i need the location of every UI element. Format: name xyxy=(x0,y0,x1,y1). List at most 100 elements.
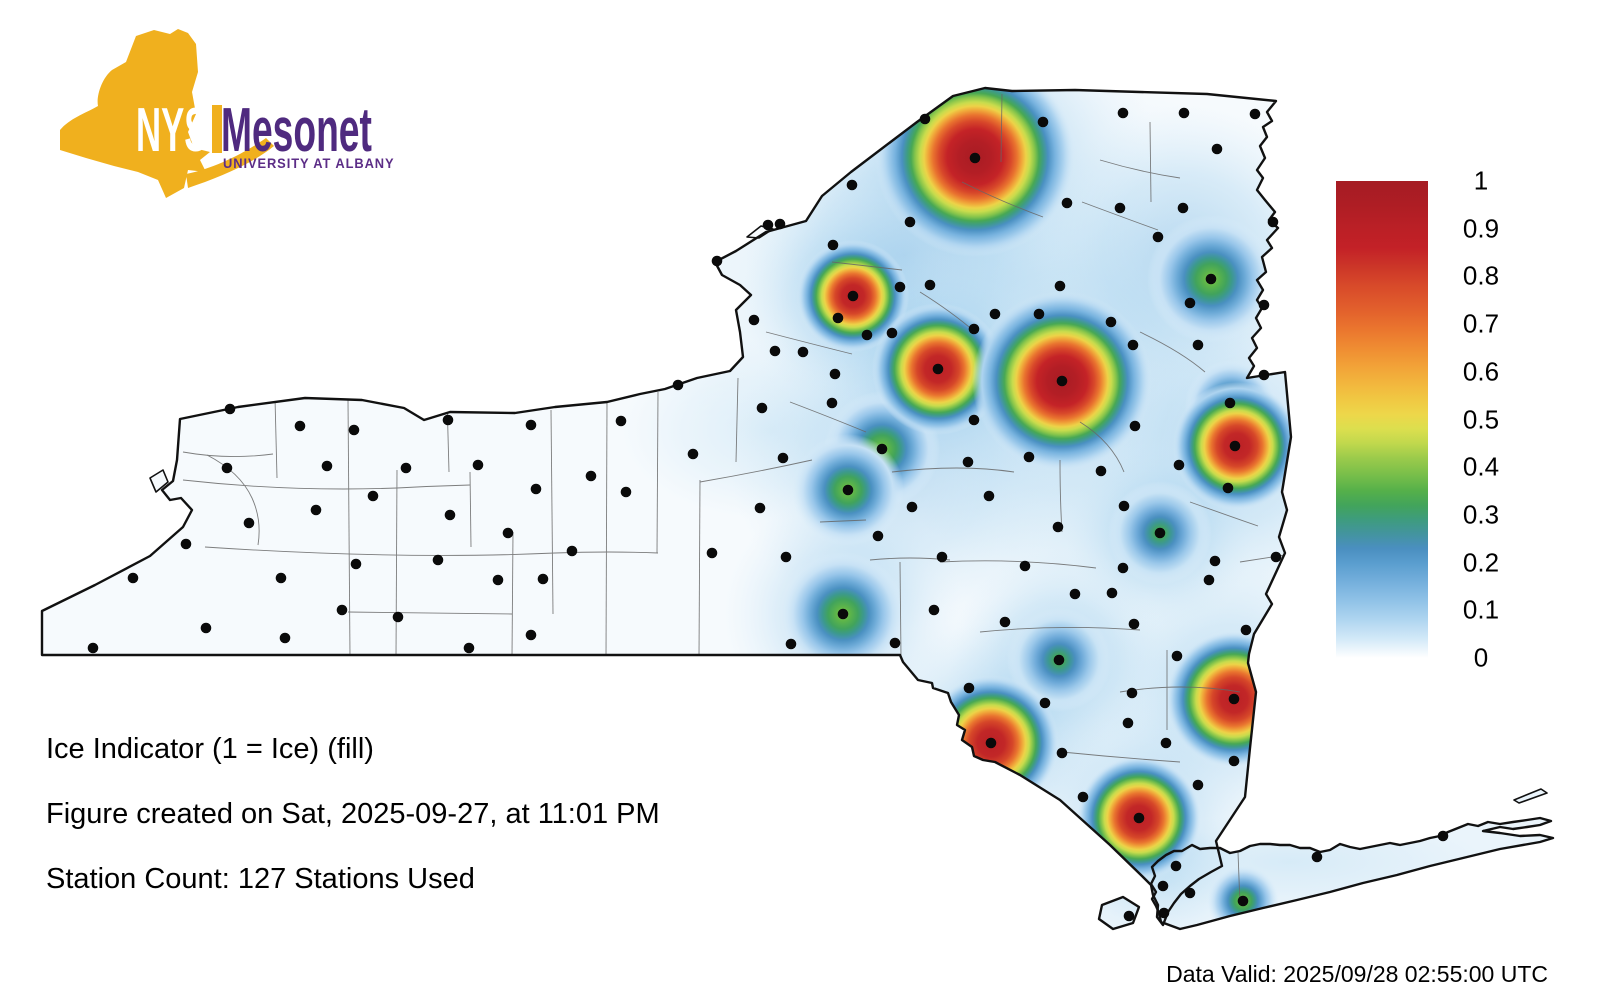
station-dot xyxy=(1211,143,1223,155)
station-dot xyxy=(894,281,906,293)
station-dot xyxy=(780,551,792,563)
station-dot xyxy=(472,459,484,471)
station-dot xyxy=(200,622,212,634)
station-dot xyxy=(1184,297,1196,309)
station-dot xyxy=(1106,587,1118,599)
station-dot xyxy=(1160,737,1172,749)
station-dot xyxy=(1052,521,1064,533)
station-dot xyxy=(906,501,918,513)
station-dot xyxy=(502,527,514,539)
station-dot xyxy=(1224,397,1236,409)
station-dot xyxy=(886,327,898,339)
station-dot xyxy=(711,255,723,267)
figure-created-label: Figure created on Sat, 2025-09-27, at 11… xyxy=(46,798,660,830)
station-dot xyxy=(1192,339,1204,351)
station-dot xyxy=(1258,369,1270,381)
station-dot xyxy=(847,290,859,302)
station-dot xyxy=(1267,216,1279,228)
station-dot xyxy=(904,216,916,228)
station-dot xyxy=(367,490,379,502)
logo-university-text: UNIVERSITY AT ALBANY xyxy=(223,155,395,171)
station-dot xyxy=(1117,562,1129,574)
station-dot xyxy=(463,642,475,654)
station-dot xyxy=(1192,779,1204,791)
station-dot xyxy=(1157,880,1169,892)
station-dot xyxy=(968,414,980,426)
station-dot xyxy=(829,368,841,380)
colorbar-tick-labels: 1 0.9 0.8 0.7 0.6 0.5 0.4 0.3 0.2 0.1 0 xyxy=(1446,166,1516,673)
colorbar-tick-label: 0.3 xyxy=(1462,499,1500,530)
station-dot xyxy=(530,483,542,495)
station-dot xyxy=(1053,654,1065,666)
station-dot xyxy=(1033,308,1045,320)
station-dot xyxy=(321,460,333,472)
station-dot xyxy=(1177,202,1189,214)
logo-mesonet-text: Mesonet xyxy=(221,96,372,165)
station-dot xyxy=(1061,197,1073,209)
station-dot xyxy=(706,547,718,559)
station-dot xyxy=(797,346,809,358)
station-dot xyxy=(962,456,974,468)
station-dot xyxy=(492,574,504,586)
colorbar-tick-label: 0 xyxy=(1473,642,1489,673)
station-dot xyxy=(1117,107,1129,119)
colorbar-gradient xyxy=(1336,181,1428,658)
station-dots-layer xyxy=(87,107,1449,922)
station-dot xyxy=(1023,451,1035,463)
station-dot xyxy=(1095,465,1107,477)
station-dot xyxy=(1184,887,1196,899)
station-dot xyxy=(400,462,412,474)
station-dot xyxy=(769,345,781,357)
station-dot xyxy=(872,530,884,542)
station-dot xyxy=(969,152,981,164)
station-dot xyxy=(777,452,789,464)
station-dot xyxy=(1123,910,1135,922)
data-valid-label: Data Valid: 2025/09/28 02:55:00 UTC xyxy=(1166,961,1548,987)
station-dot xyxy=(999,616,1011,628)
station-dot xyxy=(348,424,360,436)
station-dot xyxy=(310,504,322,516)
station-dot xyxy=(687,448,699,460)
colorbar-tick-label: 0.7 xyxy=(1462,308,1500,339)
station-dot xyxy=(1019,560,1031,572)
station-dot xyxy=(919,113,931,125)
colorbar-tick-label: 0.2 xyxy=(1462,547,1500,578)
station-dot xyxy=(1122,717,1134,729)
station-dot xyxy=(672,379,684,391)
colorbar-tick-label: 0.8 xyxy=(1462,260,1500,291)
station-dot xyxy=(968,323,980,335)
logo-state-shape xyxy=(60,29,274,198)
colorbar-tick-label: 0.9 xyxy=(1462,213,1500,244)
station-dot xyxy=(620,486,632,498)
station-dot xyxy=(837,608,849,620)
station-dot xyxy=(1126,687,1138,699)
station-dot xyxy=(1222,482,1234,494)
station-dot xyxy=(224,403,236,415)
station-dot xyxy=(537,573,549,585)
station-dot xyxy=(1133,812,1145,824)
station-dot xyxy=(336,604,348,616)
station-dot xyxy=(785,638,797,650)
station-dot xyxy=(87,642,99,654)
station-dot xyxy=(1170,860,1182,872)
station-dot xyxy=(615,415,627,427)
station-dot xyxy=(846,179,858,191)
logo-nys-text: NYS xyxy=(136,96,208,165)
nys-mesonet-logo: NYS Mesonet UNIVERSITY AT ALBANY xyxy=(0,0,420,220)
station-dot xyxy=(1209,555,1221,567)
station-dot xyxy=(1228,755,1240,767)
station-dot xyxy=(1152,231,1164,243)
station-dot xyxy=(774,218,786,230)
station-dot xyxy=(936,551,948,563)
station-dot xyxy=(127,572,139,584)
station-dot xyxy=(826,397,838,409)
station-dot xyxy=(180,538,192,550)
station-dot xyxy=(762,219,774,231)
station-dot xyxy=(1311,851,1323,863)
station-dot xyxy=(1056,375,1068,387)
station-dot xyxy=(963,682,975,694)
station-dot xyxy=(842,484,854,496)
station-dot xyxy=(1056,747,1068,759)
